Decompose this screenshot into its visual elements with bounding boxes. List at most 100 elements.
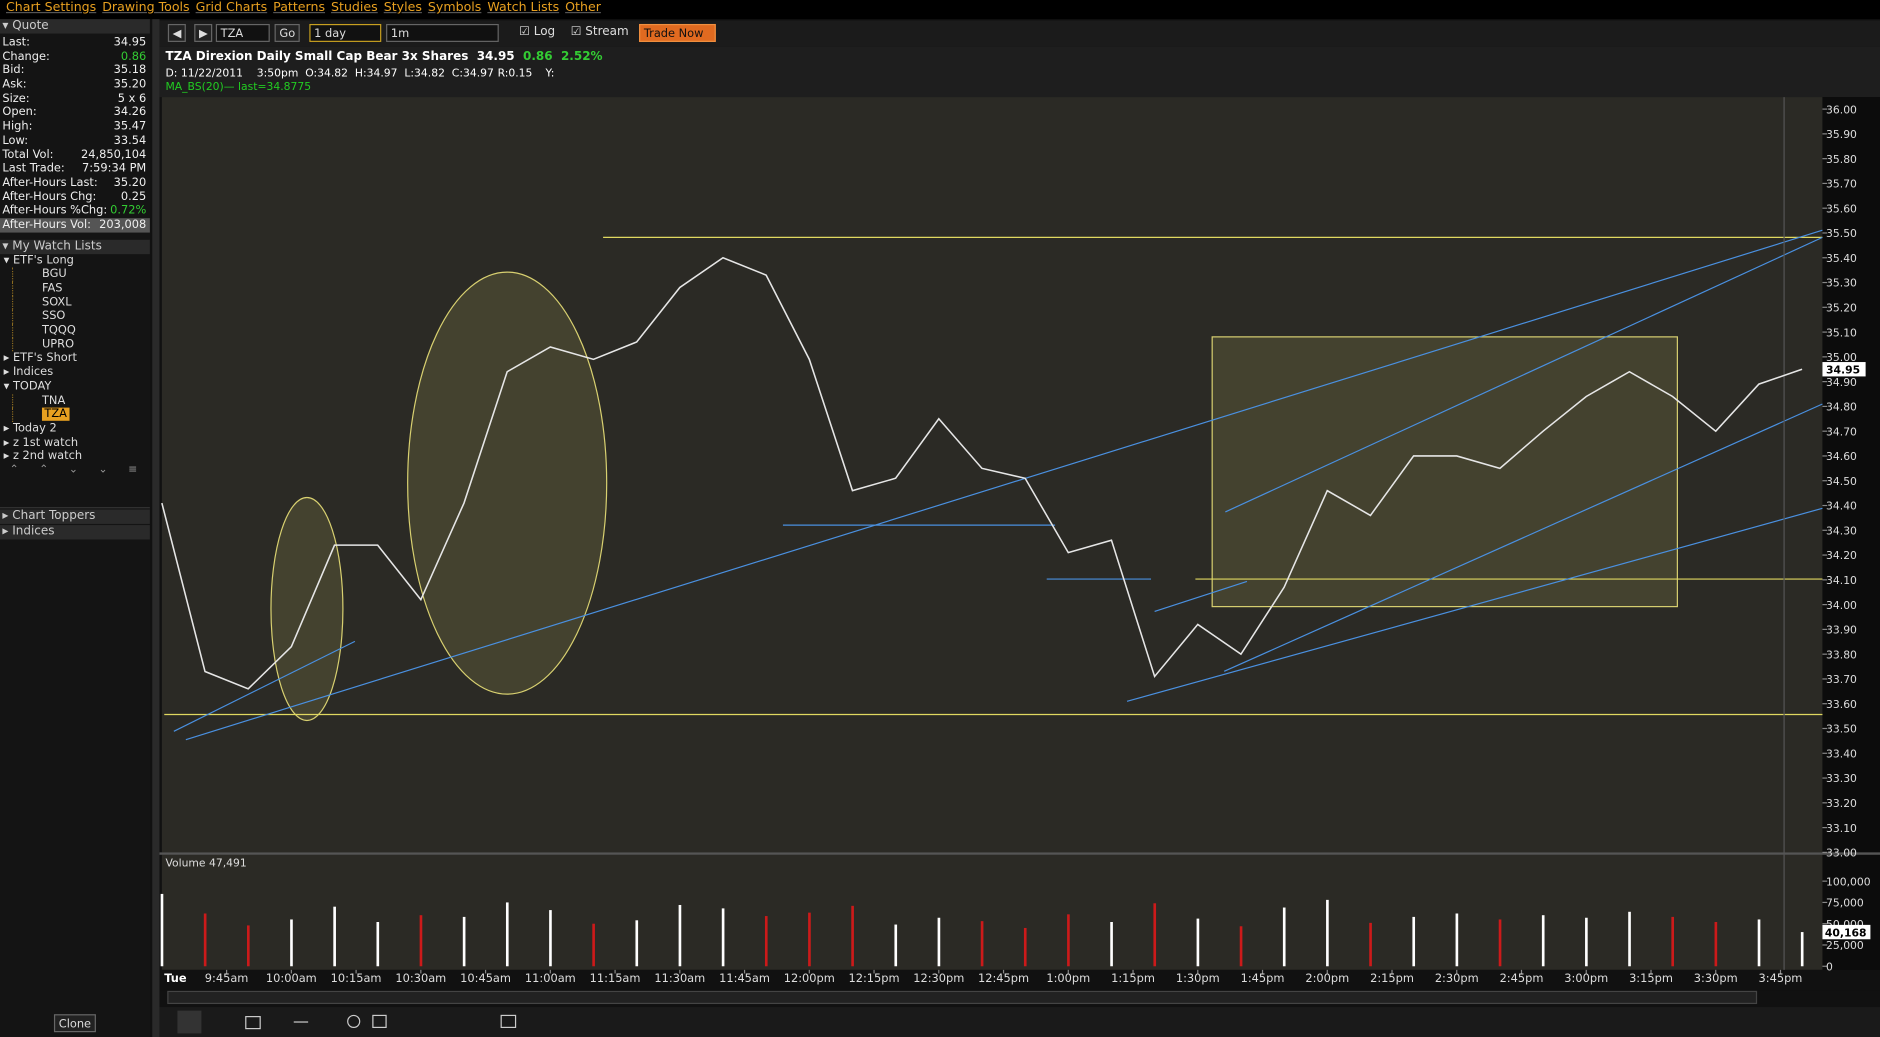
bar-info: D: 11/22/2011 3:50pm O:34.82 H:34.97 L:3… (165, 68, 494, 81)
volume-bar (203, 913, 207, 967)
section-header[interactable]: ▸ Indices (0, 525, 150, 540)
quote-value: 7:59:34 PM (82, 162, 147, 176)
menu-item[interactable]: Studies (331, 0, 378, 15)
tool[interactable] (293, 1021, 309, 1023)
watchlist-group[interactable]: ▸ z 1st watch (3, 435, 79, 450)
watchlist-group[interactable]: ▸ z 2nd watch (3, 449, 83, 464)
volume-bar (1110, 922, 1113, 967)
quote-label: Ask: (2, 77, 27, 92)
y-tick-label: 35.10 (1826, 326, 1857, 339)
menu-item[interactable]: Patterns (273, 0, 326, 15)
menu-item[interactable]: Watch Lists (487, 0, 560, 15)
watchlist-item[interactable]: FAS (11, 281, 150, 296)
quote-label: Total Vol: (2, 148, 54, 162)
y-tick-label: 34.60 (1826, 450, 1857, 463)
volume-bar (764, 916, 768, 967)
tool[interactable] (347, 1014, 361, 1029)
tool[interactable] (177, 1010, 202, 1034)
section-title: Chart Toppers (12, 509, 96, 523)
watchlist-group[interactable]: ▾ ETF's Long (3, 253, 74, 267)
section-header[interactable]: ▸ Chart Toppers (0, 509, 150, 524)
last-volume-label: 40,168 (1825, 926, 1867, 939)
quote-header[interactable]: ▾ Quote (0, 19, 150, 34)
menu-item[interactable]: Symbols (427, 0, 482, 15)
go-button[interactable]: Go (274, 23, 300, 42)
watchlist-group[interactable]: ▸ Today 2 (3, 421, 57, 436)
tool[interactable] (245, 1016, 261, 1030)
x-tick-label: 9:45am (205, 971, 249, 985)
watchlist-item[interactable]: BGU (11, 267, 150, 282)
symbol-input[interactable]: TZA (215, 23, 270, 42)
volume-bar (290, 919, 293, 967)
volume-bar (1455, 913, 1459, 967)
scrollbar[interactable] (167, 990, 1758, 1005)
watchlist-item[interactable]: TZA (11, 407, 150, 422)
volume-title: Volume 47,491 (165, 857, 246, 870)
x-tick-label: 12:30pm (913, 971, 964, 985)
quote-row: Low: 33.54 (0, 134, 150, 148)
clone-button[interactable]: Clone (53, 1014, 96, 1033)
watchlist-item[interactable]: UPRO (11, 337, 150, 352)
quote-row: Last: 34.95 (0, 36, 150, 50)
x-tick-label: 3:30pm (1694, 971, 1738, 985)
trendline (1223, 403, 1823, 672)
log-checkbox[interactable]: ☑ Log (519, 25, 556, 39)
menu-item[interactable]: Drawing Tools (102, 0, 190, 15)
y-tick-label: 33.70 (1826, 673, 1857, 686)
watchlist-header[interactable]: ▾ My Watch Lists (0, 239, 150, 254)
x-tick-label: 11:30am (654, 971, 705, 985)
trade-now-button[interactable]: Trade Now (639, 23, 716, 42)
volume-bar (1498, 919, 1502, 967)
watchlist-item[interactable]: SSO (11, 309, 150, 324)
quote-label: Bid: (2, 63, 25, 78)
watchlist-group[interactable]: ▸ ETF's Short (3, 351, 77, 365)
watchlist-item[interactable]: TQQQ (11, 323, 150, 338)
group-name: Today 2 (12, 421, 57, 436)
menu-item[interactable]: Styles (383, 0, 422, 15)
toolbar: ◀ ▶ TZA Go 1 day 1m ☑ Log ☑ Stream Trade… (159, 20, 1880, 47)
watchlist-group[interactable]: ▸ Indices (3, 365, 54, 379)
volume-bar (1369, 922, 1372, 967)
price-pane (161, 97, 1823, 853)
section-title: Indices (12, 525, 55, 539)
menu-item[interactable]: Other (565, 0, 601, 15)
y-tick-label: 33.80 (1826, 648, 1857, 661)
price-line (161, 256, 1803, 690)
quote-rows: Last: 34.95 Change: 0.86 Bid: 35.18 Ask: 35.20 S… (0, 34, 150, 233)
group-name: TODAY (12, 379, 52, 393)
forward-button[interactable]: ▶ (194, 23, 213, 42)
watchlist-item[interactable]: TNA (11, 393, 150, 408)
symbol: TZA (41, 407, 70, 422)
symbol: FAS (41, 281, 63, 295)
quote-label: Last: (2, 35, 30, 50)
watchlist-group[interactable]: ▾ TODAY (3, 379, 52, 393)
watchlist-item[interactable]: SOXL (11, 295, 150, 310)
last-volume-box (1822, 924, 1871, 940)
x-tick-label: 10:45am (460, 971, 511, 985)
quote-value: 5 x 6 (117, 92, 147, 106)
tool[interactable] (372, 1014, 387, 1029)
volume-bar (1067, 914, 1070, 967)
volume-bar (1326, 899, 1329, 967)
quote-row: Total Vol: 24,850,104 (0, 148, 150, 162)
y-tick-label: 33.40 (1826, 747, 1857, 760)
tool[interactable] (500, 1014, 517, 1029)
stream-checkbox[interactable]: ☑ Stream (570, 25, 629, 39)
back-button[interactable]: ◀ (167, 23, 187, 42)
axis-pane (1822, 97, 1880, 973)
quote-row: Open: 34.26 (0, 106, 150, 120)
group-name: Indices (12, 365, 54, 379)
change: 0.86 (522, 50, 553, 64)
y-tick-label: 33.00 (1826, 847, 1857, 860)
splitter[interactable] (152, 19, 160, 1037)
menu-item[interactable]: Grid Charts (195, 0, 268, 15)
quote-row: After-Hours Last: 35.20 (0, 176, 150, 190)
volume-bar (851, 905, 854, 967)
drawing-tools[interactable] (177, 1010, 517, 1034)
interval-select[interactable]: 1m (386, 23, 499, 42)
period-select[interactable]: 1 day (309, 23, 382, 42)
volume-bar (1800, 932, 1804, 967)
menu-item[interactable]: Chart Settings (5, 0, 97, 15)
